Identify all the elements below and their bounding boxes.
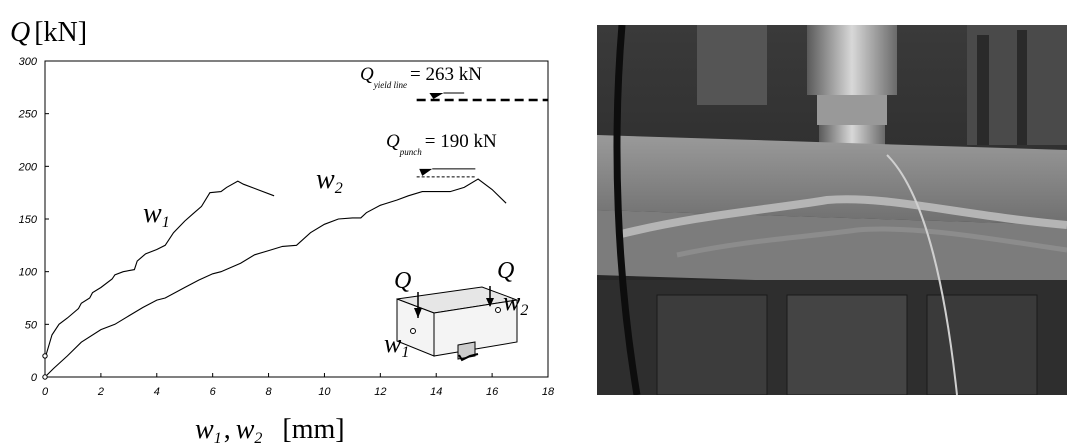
series-label-w2: w2 bbox=[316, 164, 343, 197]
test-photograph bbox=[597, 25, 1067, 395]
ram-collar bbox=[817, 95, 887, 125]
x-tick-label: 10 bbox=[318, 386, 331, 398]
series-start-w2 bbox=[42, 374, 48, 380]
inset-q-right: Q bbox=[497, 258, 514, 284]
x-tick-label: 4 bbox=[154, 386, 160, 398]
y-tick-label: 300 bbox=[19, 56, 38, 68]
y-tick-label: 200 bbox=[18, 161, 38, 173]
support-panel bbox=[656, 294, 768, 395]
column-stub bbox=[457, 341, 476, 360]
x-tick-label: 14 bbox=[430, 386, 442, 398]
arrow-head-left bbox=[414, 308, 422, 318]
x-tick-label: 2 bbox=[97, 386, 104, 398]
left-apparatus bbox=[697, 25, 767, 105]
x-axis-ticks: 0 2 4 6 8 10 12 14 16 18 bbox=[42, 373, 555, 398]
y-tick-label: 250 bbox=[18, 109, 38, 121]
column-base bbox=[458, 353, 479, 362]
arrow-head-right bbox=[486, 298, 494, 307]
loading-ram bbox=[807, 25, 897, 95]
y-tick-label: 150 bbox=[19, 214, 38, 226]
annotation-lines bbox=[416, 92, 548, 178]
x-tick-label: 12 bbox=[374, 386, 386, 398]
yield-line-marker bbox=[429, 92, 444, 99]
gauge-w2 bbox=[495, 307, 501, 313]
x-tick-label: 0 bbox=[42, 386, 49, 398]
x-axis-label: w1, w2 [mm] bbox=[195, 414, 345, 443]
concrete-slab-top bbox=[597, 135, 1067, 225]
x-tick-label: 8 bbox=[265, 386, 272, 398]
y-tick-label: 0 bbox=[31, 372, 38, 384]
punch-annotation: Qpunch = 190 kN bbox=[386, 131, 497, 157]
y-axis-ticks: 0 50 100 150 200 250 300 bbox=[18, 56, 49, 384]
series-line-w2 bbox=[44, 178, 507, 378]
sensor-cable bbox=[886, 154, 958, 395]
inset-q-left: Q bbox=[394, 268, 411, 294]
hydraulic-hose bbox=[613, 25, 641, 395]
y-tick-label: 50 bbox=[25, 319, 38, 331]
gauge-w1 bbox=[410, 328, 416, 334]
yield-line-annotation: Qyield line = 263 kN bbox=[360, 64, 482, 90]
support-panel-3 bbox=[926, 294, 1038, 395]
x-tick-label: 6 bbox=[210, 386, 217, 398]
series-label-w1: w1 bbox=[143, 198, 170, 231]
x-tick-label: 18 bbox=[542, 386, 555, 398]
concrete-slab-edge bbox=[597, 210, 1067, 290]
crack-zone bbox=[676, 226, 1067, 258]
slab-inset-diagram: Q Q w1 w2 bbox=[384, 258, 528, 362]
series-lines bbox=[42, 178, 507, 380]
background-column-2 bbox=[1017, 30, 1027, 145]
support-panel-2 bbox=[786, 294, 908, 395]
punching-crack bbox=[616, 195, 1067, 239]
punch-marker bbox=[419, 168, 433, 176]
series-line-w1 bbox=[44, 180, 275, 357]
background-column bbox=[977, 35, 989, 145]
inset-w1: w1 bbox=[384, 329, 409, 361]
series-start-w1 bbox=[42, 353, 48, 359]
inset-w2: w2 bbox=[503, 287, 528, 319]
y-tick-label: 100 bbox=[19, 267, 38, 279]
y-axis-label: Q [kN] bbox=[10, 17, 87, 48]
x-tick-label: 16 bbox=[486, 386, 499, 398]
